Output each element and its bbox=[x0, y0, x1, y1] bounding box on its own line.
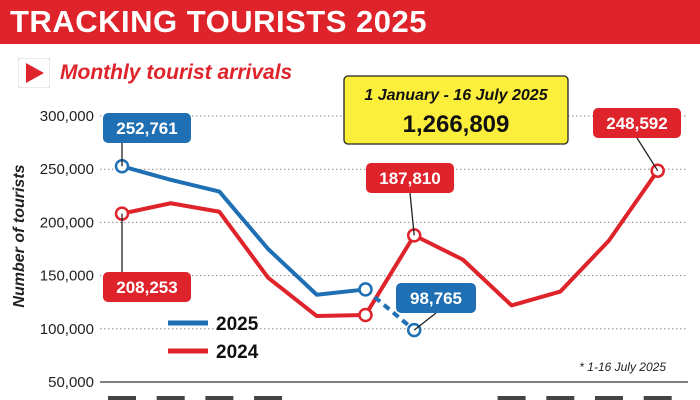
data-label: 252,761 bbox=[116, 119, 177, 138]
banner-title: TRACKING TOURISTS 2025 bbox=[10, 4, 427, 39]
series-2025-point bbox=[358, 282, 373, 297]
total-box-label: 1 January - 16 July 2025 bbox=[364, 87, 548, 104]
x-tick-label bbox=[643, 396, 672, 400]
x-tick-label bbox=[254, 396, 283, 400]
y-tick-label: 250,000 bbox=[40, 161, 94, 178]
series-2025-partial-line bbox=[364, 287, 416, 332]
data-label-box bbox=[396, 283, 476, 313]
data-label-box bbox=[103, 272, 191, 302]
x-tick-label bbox=[595, 396, 623, 400]
series-2024-line bbox=[120, 168, 660, 319]
y-axis-title: Number of tourists bbox=[11, 164, 28, 307]
callout-leader bbox=[636, 137, 659, 172]
x-tick-label bbox=[497, 396, 526, 400]
chart-subtitle: Monthly tourist arrivals bbox=[60, 61, 293, 84]
data-label: 248,592 bbox=[606, 114, 667, 133]
data-label: 98,765 bbox=[410, 289, 462, 308]
y-tick-label: 150,000 bbox=[40, 268, 94, 285]
legend-label-2025: 2025 bbox=[216, 314, 259, 335]
x-tick-label bbox=[156, 396, 185, 400]
total-box-value: 1,266,809 bbox=[403, 111, 510, 138]
y-tick-label: 50,000 bbox=[48, 374, 94, 391]
y-tick-label: 100,000 bbox=[40, 321, 94, 338]
y-tick-label: 300,000 bbox=[40, 108, 94, 125]
total-box bbox=[343, 75, 569, 145]
y-tick-label: 200,000 bbox=[40, 214, 94, 231]
data-label: 208,253 bbox=[116, 278, 177, 297]
data-label-box bbox=[593, 108, 681, 138]
series-2025-line bbox=[120, 164, 368, 297]
data-label-box bbox=[366, 163, 454, 193]
x-tick-label bbox=[108, 396, 136, 400]
callout-leader bbox=[409, 192, 415, 236]
data-label: 187,810 bbox=[379, 169, 440, 188]
x-tick-label bbox=[546, 396, 575, 400]
series-2024-point bbox=[358, 307, 373, 323]
data-label-box bbox=[103, 113, 191, 143]
x-tick-label bbox=[205, 396, 234, 400]
legend-label-2024: 2024 bbox=[216, 342, 259, 363]
callout-leader bbox=[413, 312, 437, 331]
footnote: * 1-16 July 2025 bbox=[579, 360, 666, 374]
play-arrow-icon bbox=[18, 58, 50, 88]
title-banner: TRACKING TOURISTS 2025 bbox=[0, 0, 700, 44]
